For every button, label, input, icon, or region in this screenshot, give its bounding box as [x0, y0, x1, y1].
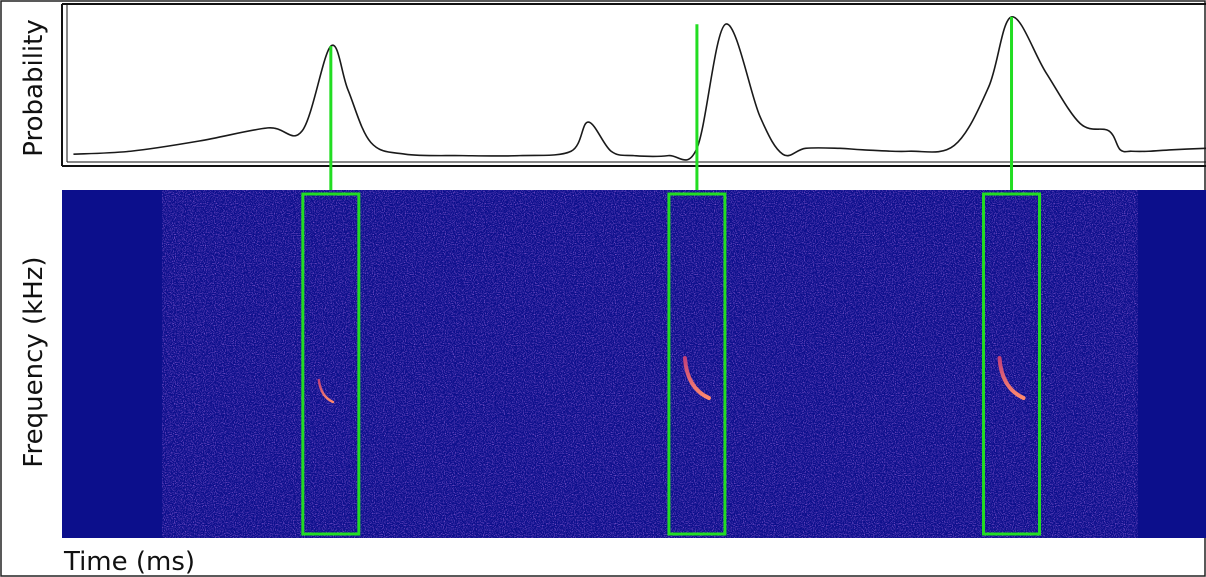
probability-axis-label: Probability: [19, 19, 49, 156]
bat-call-1: [317, 378, 335, 404]
bat-calls: [317, 356, 1026, 404]
detection-box-3: [982, 192, 1042, 536]
detection-box-2: [667, 192, 727, 536]
bat-call-3: [997, 356, 1026, 400]
spectrogram-panel: [62, 190, 1206, 538]
time-axis-label: Time (ms): [63, 547, 195, 577]
probability-panel: [61, 3, 1206, 167]
detection-boxes: [301, 192, 1042, 536]
spectrogram-noise: [162, 190, 1138, 538]
bat-call-2: [682, 356, 711, 400]
probability-curve: [73, 16, 1206, 161]
detection-connectors: [329, 16, 1014, 194]
frequency-axis-label: Frequency (kHz): [19, 256, 49, 467]
detection-box-1: [301, 192, 361, 536]
